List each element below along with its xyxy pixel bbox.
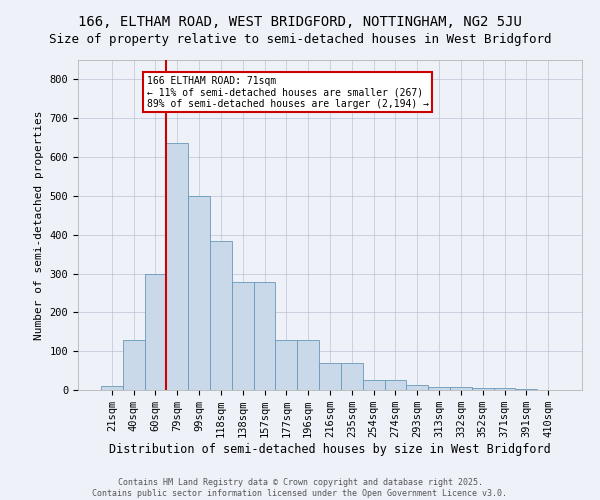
Bar [145,274,166,390]
Bar [428,388,450,390]
Bar [166,144,188,390]
Y-axis label: Number of semi-detached properties: Number of semi-detached properties [34,110,44,340]
Bar [101,386,123,390]
Bar [297,340,319,390]
Bar [494,388,515,390]
Text: 166, ELTHAM ROAD, WEST BRIDGFORD, NOTTINGHAM, NG2 5JU: 166, ELTHAM ROAD, WEST BRIDGFORD, NOTTIN… [78,15,522,29]
Bar [363,380,385,390]
Text: 166 ELTHAM ROAD: 71sqm
← 11% of semi-detached houses are smaller (267)
89% of se: 166 ELTHAM ROAD: 71sqm ← 11% of semi-det… [147,76,429,108]
Bar [406,386,428,390]
Bar [450,388,472,390]
Bar [341,363,363,390]
Bar [232,282,254,390]
Text: Size of property relative to semi-detached houses in West Bridgford: Size of property relative to semi-detach… [49,32,551,46]
Bar [254,282,275,390]
Bar [210,242,232,390]
Bar [275,340,297,390]
Bar [515,389,537,390]
Bar [123,340,145,390]
X-axis label: Distribution of semi-detached houses by size in West Bridgford: Distribution of semi-detached houses by … [109,443,551,456]
Bar [472,388,494,390]
Text: Contains HM Land Registry data © Crown copyright and database right 2025.
Contai: Contains HM Land Registry data © Crown c… [92,478,508,498]
Bar [188,196,210,390]
Bar [319,363,341,390]
Bar [385,380,406,390]
